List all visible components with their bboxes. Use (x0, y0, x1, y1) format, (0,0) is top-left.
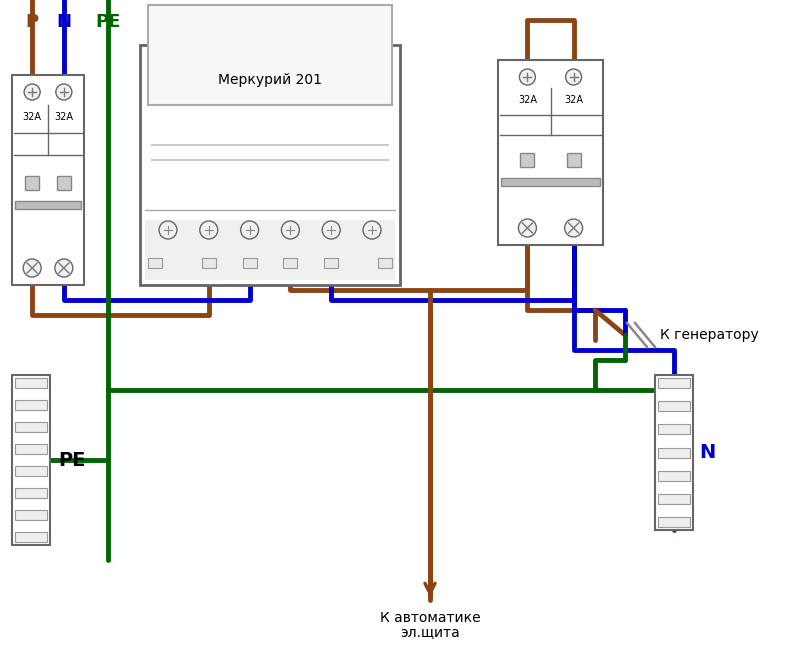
Bar (15, 201, 81, 209)
Bar (202, 258, 216, 268)
Bar (15, 510, 47, 520)
Circle shape (241, 221, 258, 239)
Text: N: N (56, 13, 71, 31)
Text: 32A: 32A (518, 95, 537, 105)
Text: PE: PE (95, 13, 121, 31)
Bar (566, 153, 581, 167)
Bar (242, 258, 257, 268)
Bar (378, 258, 392, 268)
Bar (12, 75, 84, 285)
Text: К генератору: К генератору (660, 328, 758, 342)
Bar (658, 494, 690, 504)
Bar (148, 258, 162, 268)
Circle shape (200, 221, 218, 239)
Circle shape (24, 84, 40, 100)
Bar (498, 60, 603, 245)
Bar (658, 424, 690, 434)
Circle shape (55, 259, 73, 277)
Text: N: N (699, 443, 715, 462)
Bar (15, 400, 47, 410)
Circle shape (23, 259, 41, 277)
Circle shape (56, 84, 72, 100)
Circle shape (519, 69, 535, 85)
Bar (145, 220, 395, 280)
Bar (501, 178, 600, 186)
Bar (15, 488, 47, 498)
Text: 32A: 32A (22, 112, 42, 122)
Bar (658, 401, 690, 411)
Bar (15, 532, 47, 542)
Bar (15, 378, 47, 388)
Text: Меркурий 201: Меркурий 201 (218, 73, 322, 87)
Bar (324, 258, 338, 268)
Bar (658, 517, 690, 527)
Circle shape (363, 221, 381, 239)
Circle shape (518, 219, 536, 237)
Bar (15, 444, 47, 454)
Circle shape (566, 69, 582, 85)
Bar (658, 378, 690, 388)
Bar (140, 45, 400, 285)
Text: P: P (26, 13, 38, 31)
Bar (655, 375, 693, 530)
Text: 32A: 32A (564, 95, 583, 105)
Circle shape (159, 221, 177, 239)
Bar (658, 471, 690, 481)
Bar (283, 258, 298, 268)
Bar (15, 422, 47, 432)
Circle shape (282, 221, 299, 239)
Bar (148, 5, 392, 105)
Text: эл.щита: эл.щита (400, 625, 460, 639)
Bar (658, 448, 690, 457)
Bar (520, 153, 534, 167)
Text: PE: PE (58, 450, 86, 470)
Text: 32A: 32A (54, 112, 74, 122)
Circle shape (565, 219, 582, 237)
Text: К автоматике: К автоматике (380, 611, 480, 625)
Circle shape (322, 221, 340, 239)
Bar (12, 375, 50, 545)
Bar (57, 176, 71, 190)
Bar (15, 466, 47, 476)
Bar (252, 45, 288, 51)
Bar (25, 176, 39, 190)
